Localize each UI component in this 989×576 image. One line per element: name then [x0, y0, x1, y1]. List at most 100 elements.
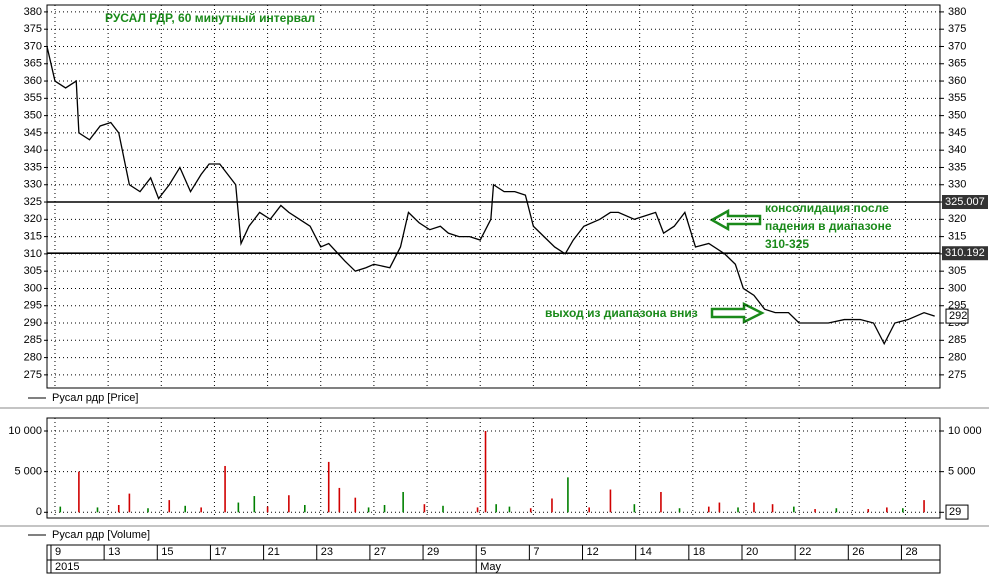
level-label-box — [942, 195, 988, 210]
bar — [737, 507, 739, 513]
x-tick-label: 17 — [214, 546, 226, 558]
date-axis — [46, 544, 941, 574]
x-tick-label: 14 — [640, 546, 652, 558]
bar — [529, 508, 532, 513]
bar — [814, 509, 816, 513]
bar — [633, 504, 636, 513]
arrow — [709, 208, 762, 232]
bar — [771, 504, 774, 513]
y-tick-label: 345 — [24, 127, 42, 139]
y-tick-label: 305 — [24, 265, 42, 277]
y-tick-label: 355 — [948, 92, 966, 104]
bar — [367, 507, 370, 513]
x-tick-label: 27 — [374, 546, 386, 558]
bar — [835, 508, 838, 513]
x-tick-label: 26 — [852, 546, 864, 558]
bar — [354, 497, 357, 513]
bar — [96, 507, 99, 513]
bar — [78, 471, 80, 513]
y-tick-label: 320 — [948, 213, 966, 225]
y-tick-label: 310 — [24, 248, 42, 260]
y-tick-label: 350 — [24, 110, 42, 122]
legend-entry: Русал рдр [Volume] — [52, 529, 150, 541]
y-tick-label: 10 000 — [948, 425, 982, 437]
bar — [117, 504, 120, 513]
y-tick-label: 370 — [24, 40, 42, 52]
bar — [147, 508, 149, 513]
bar — [237, 502, 240, 513]
y-tick-label: 315 — [948, 231, 966, 243]
bar — [609, 489, 612, 513]
y-tick-label: 375 — [24, 23, 42, 35]
bar — [551, 498, 553, 513]
x-tick-label: 9 — [55, 546, 61, 558]
bar — [327, 461, 330, 513]
y-tick-label: 370 — [948, 40, 966, 52]
bar — [508, 506, 511, 513]
x-tick-label: 18 — [693, 546, 705, 558]
y-tick-label: 365 — [24, 58, 42, 70]
x-tick-label: 28 — [905, 546, 917, 558]
x-tick-label: 13 — [108, 546, 120, 558]
bar — [793, 506, 795, 513]
bar — [304, 504, 306, 513]
bar — [476, 507, 479, 513]
y-tick-label: 345 — [948, 127, 966, 139]
bar — [867, 509, 870, 513]
y-tick-label: 295 — [24, 300, 42, 312]
y-tick-label: 340 — [24, 144, 42, 156]
level-label: 325.007 — [945, 196, 985, 208]
bar — [495, 504, 497, 513]
last-value-box — [945, 504, 969, 520]
y-tick-label: 335 — [24, 161, 42, 173]
bar — [660, 491, 662, 513]
x-tick-label: 22 — [799, 546, 811, 558]
bar — [128, 493, 131, 513]
y-tick-label: 280 — [24, 351, 42, 363]
chart-title: РУСАЛ РДР, 60 минутный интервал — [105, 11, 315, 25]
period-label: May — [480, 561, 501, 573]
bar — [402, 491, 404, 513]
y-tick-label: 380 — [24, 6, 42, 18]
y-tick-label: 275 — [948, 369, 966, 381]
y-tick-label: 330 — [24, 179, 42, 191]
bar — [200, 507, 202, 513]
bar — [338, 487, 341, 513]
y-tick-label: 285 — [948, 334, 966, 346]
y-tick-label: 375 — [948, 23, 966, 35]
bar — [266, 506, 269, 513]
x-tick-label: 23 — [321, 546, 333, 558]
y-tick-label: 335 — [948, 161, 966, 173]
x-tick-label: 5 — [480, 546, 486, 558]
y-tick-label: 380 — [948, 6, 966, 18]
bar — [923, 500, 925, 513]
bar — [168, 500, 171, 513]
annotation: выход из диапазона вниз — [545, 306, 698, 320]
y-tick-label: 315 — [24, 231, 42, 243]
bar — [588, 507, 590, 513]
bar — [678, 508, 681, 513]
bar — [567, 477, 569, 513]
bar — [707, 506, 710, 513]
y-tick-label: 10 000 — [8, 425, 42, 437]
y-tick-label: 300 — [24, 282, 42, 294]
legend-entry: Русал рдр [Price] — [52, 392, 138, 404]
y-tick-label: 350 — [948, 110, 966, 122]
bar — [901, 508, 904, 513]
annotation: 310-325 — [765, 237, 809, 251]
x-tick-label: 15 — [161, 546, 173, 558]
last-value-box — [945, 308, 969, 324]
y-tick-label: 355 — [24, 92, 42, 104]
period-label: 2015 — [55, 561, 79, 573]
bar — [423, 504, 426, 513]
bar — [484, 431, 487, 513]
annotation: консолидация после — [765, 201, 889, 215]
bar — [59, 506, 62, 513]
y-tick-label: 360 — [948, 75, 966, 87]
arrow — [710, 301, 765, 325]
price-line — [46, 46, 935, 346]
bar — [753, 502, 755, 513]
y-tick-label: 5 000 — [14, 466, 42, 478]
